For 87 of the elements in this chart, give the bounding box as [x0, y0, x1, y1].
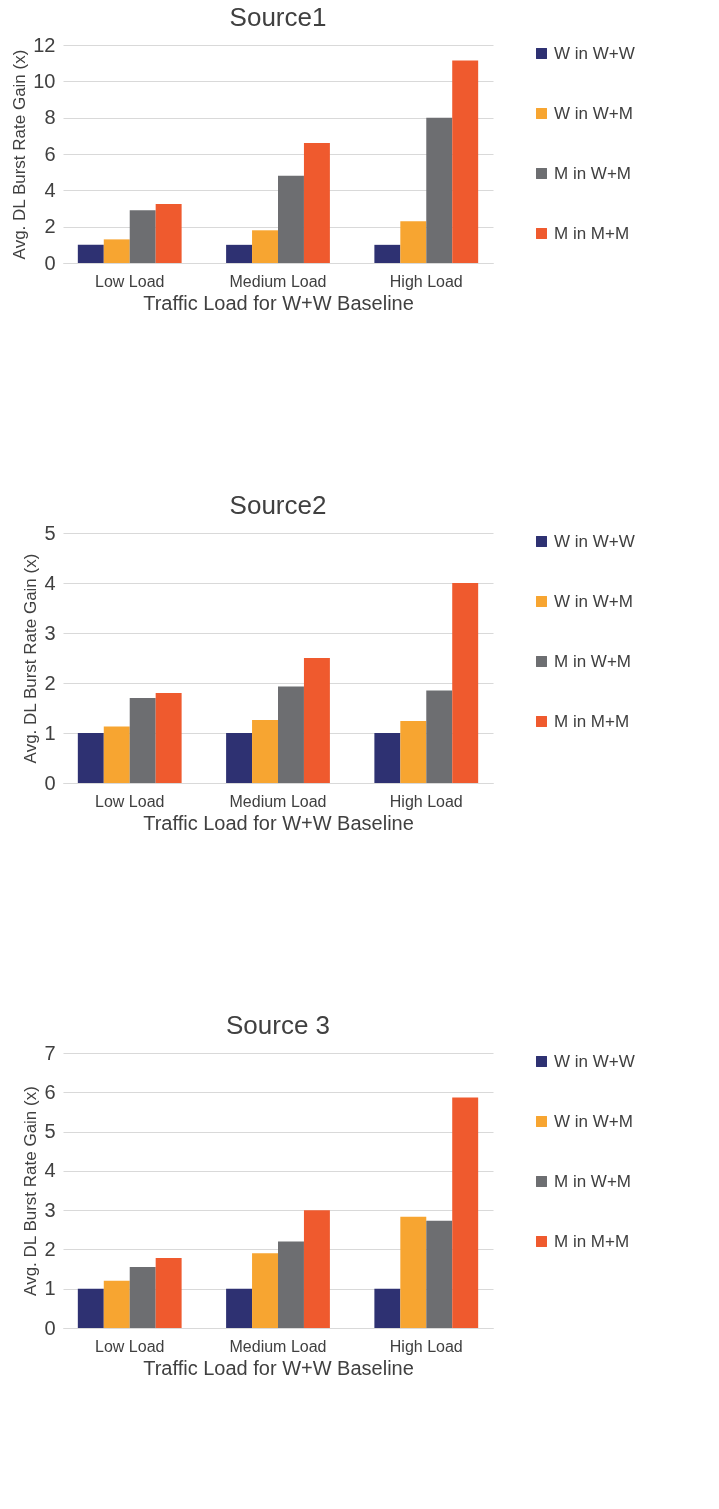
chart-title: Source1 [229, 2, 327, 32]
y-tick-label: 2 [44, 671, 56, 694]
x-tick-label: Medium Load [229, 1337, 327, 1355]
x-tick-label: Low Load [95, 1337, 165, 1355]
bar [400, 721, 427, 783]
legend-label: W in W+W [554, 43, 635, 63]
bar [400, 1216, 427, 1328]
bar [77, 1288, 104, 1328]
bar [155, 203, 182, 263]
y-tick-label: 4 [44, 571, 56, 594]
x-tick-label: Low Load [95, 272, 165, 290]
x-tick-label: Medium Load [229, 272, 327, 290]
x-tick-label: Low Load [95, 792, 165, 810]
bar [226, 244, 253, 263]
bar [129, 1267, 156, 1328]
bar [400, 221, 427, 263]
bar [426, 690, 453, 783]
bar [252, 230, 278, 263]
bar [226, 733, 253, 783]
bar [374, 1288, 401, 1328]
y-axis-title: Avg. DL Burst Rate Gain (x) [21, 553, 41, 764]
legend-label: W in W+M [554, 1111, 633, 1131]
bar [155, 1258, 182, 1328]
y-tick-label: 1 [44, 1277, 56, 1300]
legend-label: W in W+M [554, 591, 633, 611]
bar [374, 733, 401, 783]
bar [252, 1253, 278, 1328]
y-axis-title: Avg. DL Burst Rate Gain (x) [10, 49, 30, 260]
x-axis-title: Traffic Load for W+W Baseline [143, 1356, 414, 1379]
legend-label: M in M+M [554, 1231, 630, 1251]
bar [103, 1280, 130, 1328]
bar [226, 1288, 253, 1328]
y-tick-label: 3 [44, 621, 56, 644]
legend-label: W in W+W [554, 1051, 635, 1071]
bar [452, 60, 479, 263]
x-tick-label: High Load [389, 1337, 463, 1355]
y-tick-label: 5 [44, 1120, 56, 1143]
y-tick-label: 12 [33, 33, 56, 56]
bar [303, 143, 330, 263]
bar [252, 720, 278, 783]
bar [303, 658, 330, 783]
bar [77, 733, 104, 783]
x-axis-title: Traffic Load for W+W Baseline [143, 291, 414, 314]
y-tick-label: 6 [44, 1080, 56, 1103]
y-tick-label: 0 [44, 251, 56, 274]
legend-label: W in W+M [554, 103, 633, 123]
x-axis-title: Traffic Load for W+W Baseline [143, 811, 414, 834]
x-tick-label: Medium Load [229, 792, 327, 810]
bar [452, 583, 479, 783]
chart-title: Source 3 [225, 1010, 331, 1040]
y-tick-label: 3 [44, 1198, 56, 1221]
y-tick-label: 10 [33, 69, 56, 92]
chart-title: Source2 [229, 490, 327, 520]
bar [426, 1220, 453, 1328]
bar [278, 686, 304, 783]
legend-label: M in W+M [554, 1171, 631, 1191]
y-tick-label: 2 [44, 215, 56, 238]
bar [426, 117, 453, 263]
y-tick-label: 0 [44, 1316, 56, 1339]
bar [452, 1097, 479, 1328]
bar [77, 244, 104, 263]
bar [374, 244, 401, 263]
bar [278, 175, 304, 263]
bar [155, 693, 182, 783]
y-tick-label: 6 [44, 142, 56, 165]
y-tick-label: 0 [44, 771, 56, 794]
bar [103, 239, 130, 263]
y-tick-label: 8 [44, 106, 56, 129]
legend-label: M in M+M [554, 711, 630, 731]
bar [129, 210, 156, 263]
legend-label: W in W+W [554, 531, 635, 551]
y-axis-title: Avg. DL Burst Rate Gain (x) [21, 1086, 41, 1296]
legend-label: M in W+M [554, 651, 631, 671]
y-tick-label: 2 [44, 1237, 56, 1260]
bar [129, 698, 156, 783]
bar [278, 1241, 304, 1328]
y-tick-label: 4 [44, 178, 56, 201]
bar [103, 726, 130, 783]
x-tick-label: High Load [389, 272, 463, 290]
bar [303, 1210, 330, 1328]
x-tick-label: High Load [389, 792, 463, 810]
y-tick-label: 1 [44, 721, 56, 744]
legend-label: M in W+M [554, 163, 631, 183]
y-tick-label: 5 [44, 521, 56, 544]
y-tick-label: 7 [44, 1041, 56, 1064]
y-tick-label: 4 [44, 1159, 56, 1182]
legend-label: M in M+M [554, 223, 630, 243]
